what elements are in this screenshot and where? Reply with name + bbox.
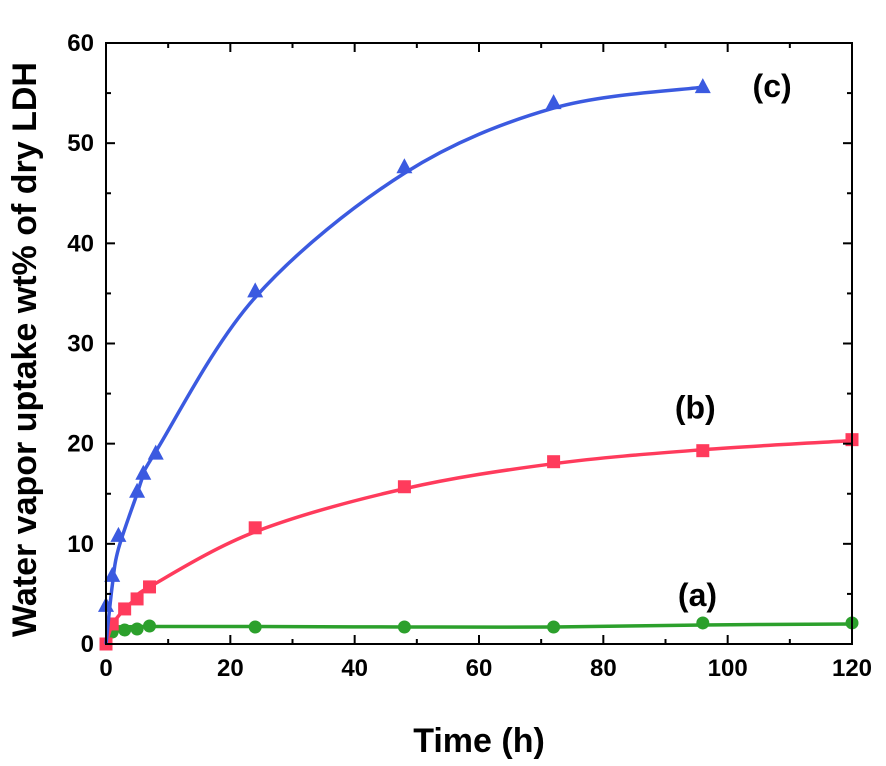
- data-point: [545, 94, 562, 110]
- data-point: [118, 602, 132, 616]
- series-line: [104, 438, 853, 645]
- data-point: [129, 482, 146, 498]
- y-tick-label: 60: [67, 30, 94, 57]
- y-axis-title: Water vapor uptake wt% of dry LDH: [6, 62, 44, 637]
- plot-area: [98, 78, 859, 651]
- x-tick-label: 120: [832, 655, 872, 682]
- data-point: [397, 620, 411, 634]
- series-2: [98, 78, 711, 645]
- labels: (a) (b) (c): [675, 68, 792, 613]
- series-label: (a): [678, 577, 717, 613]
- data-point: [248, 521, 262, 535]
- y-tick-label: 40: [67, 230, 94, 257]
- data-point: [147, 444, 164, 460]
- data-point: [143, 619, 157, 633]
- data-point: [104, 566, 121, 582]
- data-point: [547, 620, 561, 634]
- y-tick-label: 30: [67, 331, 94, 358]
- x-axis-title: Time (h): [413, 722, 545, 760]
- data-point: [396, 158, 413, 174]
- y-tick-label: 0: [81, 631, 94, 658]
- series-1: [99, 433, 859, 651]
- x-tick-label: 40: [341, 655, 368, 682]
- data-point: [130, 592, 144, 606]
- data-point: [110, 526, 127, 542]
- y-tick-label: 10: [67, 531, 94, 558]
- data-point: [118, 623, 132, 637]
- x-tick-label: 20: [217, 655, 244, 682]
- x-tick-label: 80: [590, 655, 617, 682]
- data-point: [397, 480, 411, 494]
- series-label: (c): [753, 68, 792, 104]
- series-line: [104, 85, 704, 645]
- data-point: [247, 282, 264, 298]
- data-point: [248, 620, 262, 634]
- series-0: [99, 616, 859, 651]
- y-tick-label: 50: [67, 130, 94, 157]
- data-point: [547, 455, 561, 469]
- axes: 0 20 40 60 80 100 120 0 10 20 30 40 50 60: [67, 30, 872, 682]
- data-point: [130, 622, 144, 636]
- data-point: [143, 580, 157, 594]
- data-point: [696, 444, 710, 458]
- data-point: [694, 78, 711, 94]
- data-point: [135, 464, 152, 480]
- x-tick-label: 60: [466, 655, 493, 682]
- x-tick-label: 0: [99, 655, 112, 682]
- x-tick-label: 100: [708, 655, 748, 682]
- y-tick-label: 20: [67, 431, 94, 458]
- data-point: [696, 616, 710, 630]
- series-label: (b): [675, 390, 716, 426]
